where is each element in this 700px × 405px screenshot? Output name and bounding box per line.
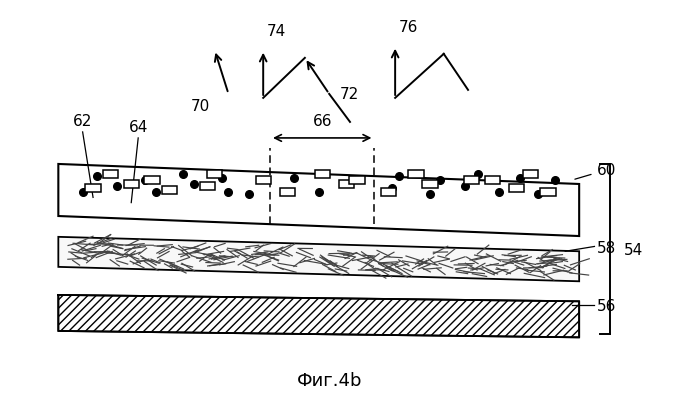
Polygon shape bbox=[58, 295, 579, 337]
Bar bbox=[85, 184, 101, 193]
Bar bbox=[381, 188, 395, 197]
Bar bbox=[509, 184, 524, 193]
Text: 54: 54 bbox=[624, 242, 643, 257]
Bar bbox=[124, 180, 139, 189]
Text: 58: 58 bbox=[596, 240, 616, 255]
Bar bbox=[408, 170, 424, 179]
Bar bbox=[464, 176, 480, 185]
Bar bbox=[162, 186, 177, 195]
Bar bbox=[256, 176, 271, 185]
Text: 72: 72 bbox=[340, 87, 359, 102]
Text: Фиг.4b: Фиг.4b bbox=[296, 371, 362, 389]
Bar bbox=[540, 188, 556, 197]
Text: 74: 74 bbox=[267, 24, 286, 39]
Text: 76: 76 bbox=[398, 20, 418, 35]
Bar bbox=[103, 170, 118, 179]
Bar bbox=[484, 176, 500, 185]
Text: 62: 62 bbox=[73, 114, 92, 129]
Bar bbox=[144, 176, 160, 185]
Text: 66: 66 bbox=[312, 114, 332, 129]
Bar bbox=[339, 180, 354, 189]
Bar bbox=[349, 176, 365, 185]
Bar bbox=[207, 170, 222, 179]
Polygon shape bbox=[58, 164, 579, 237]
Text: 60: 60 bbox=[575, 163, 616, 180]
Text: 64: 64 bbox=[129, 119, 148, 134]
Bar bbox=[523, 170, 538, 179]
Bar bbox=[200, 182, 216, 191]
Polygon shape bbox=[58, 237, 579, 281]
Text: 56: 56 bbox=[596, 298, 616, 313]
Bar bbox=[280, 188, 295, 197]
Text: 70: 70 bbox=[191, 99, 210, 114]
Bar bbox=[314, 170, 330, 179]
Bar bbox=[422, 180, 438, 189]
